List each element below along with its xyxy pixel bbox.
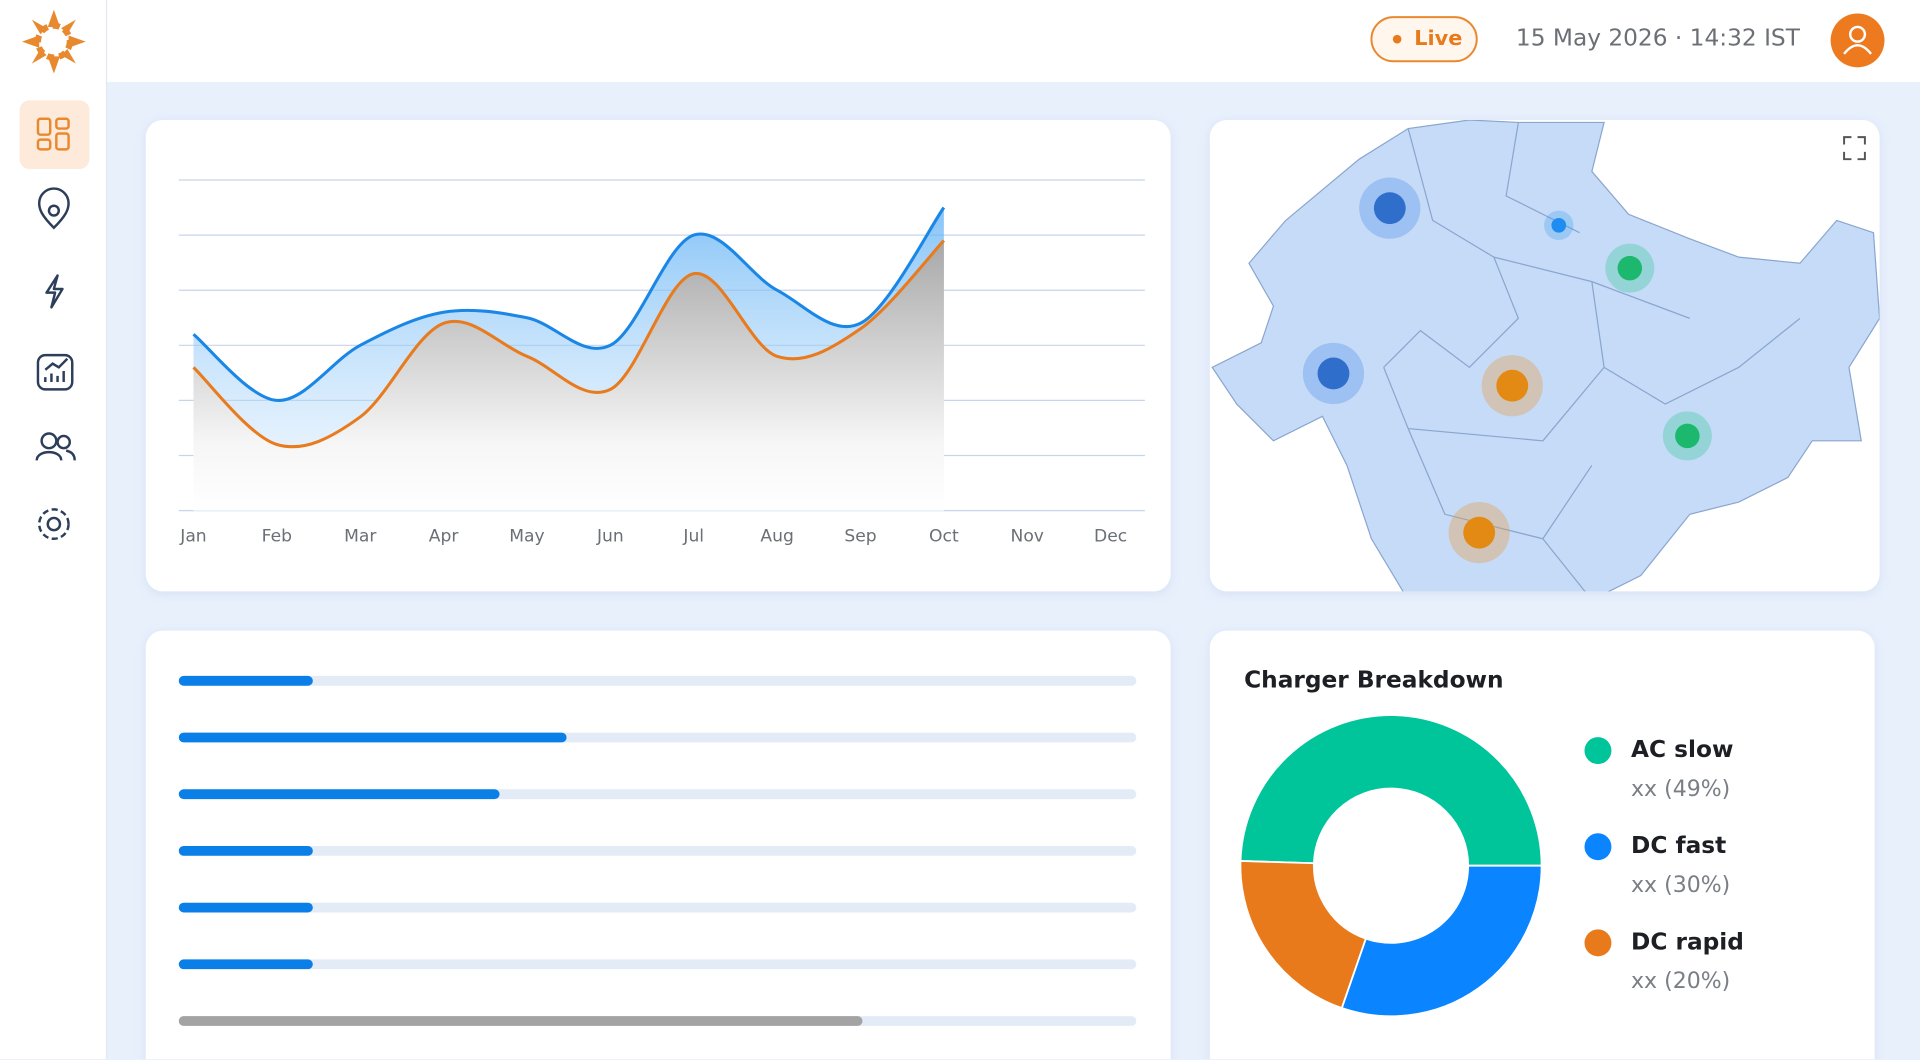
- bar: [178, 789, 500, 800]
- donut-segment: [1239, 859, 1367, 1010]
- logo[interactable]: [22, 9, 86, 74]
- bar: [178, 846, 313, 856]
- x-tick-label: Jan: [179, 526, 206, 546]
- donut-segment: [1239, 714, 1543, 867]
- map-markers: [1302, 177, 1712, 564]
- map-region: [1211, 120, 1880, 592]
- legend-label: AC slow: [1631, 736, 1733, 763]
- legend-label: DC rapid: [1631, 928, 1744, 955]
- x-tick-label: Aug: [760, 526, 793, 546]
- nav-analytics[interactable]: [36, 353, 74, 391]
- card-title: Charger Breakdown: [1244, 666, 1504, 693]
- nav-active-bg: [19, 100, 90, 169]
- live-label: Live: [1414, 26, 1462, 50]
- legend-value: xx (49%): [1631, 777, 1730, 802]
- x-tick-label: Mar: [344, 526, 377, 546]
- legend-swatch: [1584, 833, 1612, 861]
- donut-segment: [1340, 864, 1543, 1018]
- nav-map[interactable]: [37, 187, 70, 230]
- x-tick-label: Nov: [1011, 526, 1044, 546]
- bar: [178, 959, 313, 970]
- ranking-card: [145, 630, 1171, 1060]
- bar-track: [178, 902, 1137, 913]
- x-tick-label: Jul: [682, 526, 704, 546]
- nav-dashboard[interactable]: [36, 117, 70, 151]
- legend-label: DC fast: [1631, 832, 1726, 859]
- legend-value: xx (20%): [1631, 969, 1730, 994]
- live-dot: [1392, 34, 1402, 44]
- bar-track: [178, 846, 1137, 856]
- bar-track: [178, 959, 1137, 970]
- bar: [178, 732, 567, 743]
- x-tick-label: May: [509, 526, 544, 546]
- header-bar: [0, 0, 1920, 83]
- legend-value: xx (30%): [1631, 873, 1730, 898]
- nav-charging[interactable]: [45, 274, 64, 309]
- line-area: [193, 240, 944, 511]
- x-tick-label: Feb: [262, 526, 292, 546]
- live-pill[interactable]: [1370, 16, 1478, 63]
- bar: [178, 902, 313, 913]
- legend-swatch: [1584, 929, 1612, 957]
- x-tick-label: Jun: [596, 526, 624, 546]
- x-tick-label: Dec: [1094, 526, 1127, 546]
- datetime: 15 May 2026 · 14:32 IST: [1516, 25, 1801, 52]
- bar: [178, 1016, 863, 1026]
- nav-users[interactable]: [35, 432, 76, 461]
- x-tick-label: Sep: [844, 526, 876, 546]
- x-tick-label: Apr: [429, 526, 460, 546]
- user-icon: [1843, 25, 1872, 55]
- line-series: [192, 206, 946, 402]
- map[interactable]: [1211, 120, 1880, 600]
- bar: [178, 675, 313, 686]
- line-series: [192, 239, 945, 449]
- expand-button[interactable]: [1843, 136, 1866, 161]
- legend-swatch: [1584, 737, 1612, 765]
- x-tick-label: Oct: [929, 526, 959, 546]
- nav-settings[interactable]: [37, 508, 70, 541]
- bar-track: [178, 675, 1137, 686]
- map-borders: [1383, 122, 1801, 592]
